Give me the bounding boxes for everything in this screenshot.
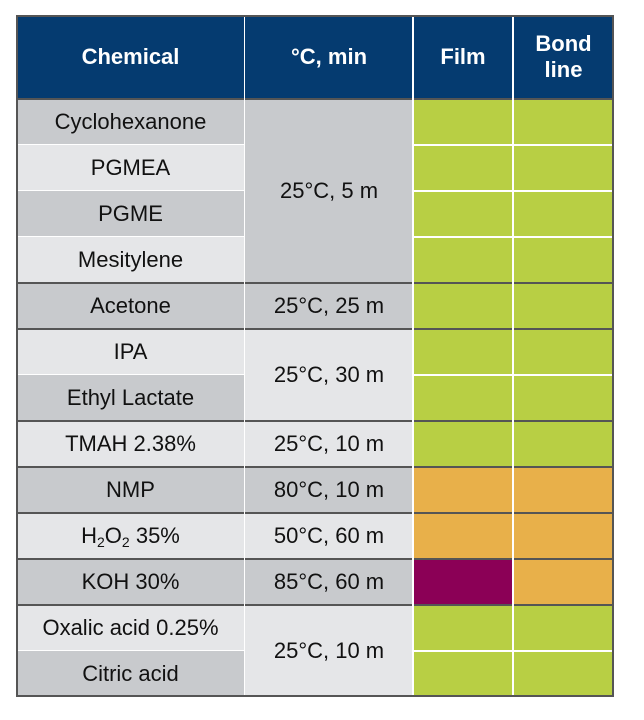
condition-cell: 25°C, 10 m <box>245 421 413 467</box>
row-divider <box>16 236 245 237</box>
bond-line-result-green <box>513 651 614 697</box>
row-divider <box>16 190 245 191</box>
film-result-green <box>413 145 513 191</box>
film-result-orange <box>413 467 513 513</box>
bond-line-result-green <box>513 375 614 421</box>
header-divider <box>16 98 614 100</box>
film-result-green <box>413 651 513 697</box>
row-divider <box>16 650 245 651</box>
bond-line-result-green <box>513 283 614 329</box>
condition-cell: 85°C, 60 m <box>245 559 413 605</box>
row-divider <box>16 604 614 606</box>
chemical-cell: KOH 30% <box>16 559 245 605</box>
chemical-cell: Oxalic acid 0.25% <box>16 605 245 651</box>
film-result-green <box>413 329 513 375</box>
chemical-cell: NMP <box>16 467 245 513</box>
condition-cell: 25°C, 5 m <box>245 99 413 283</box>
chemical-cell: H2O2 35%H2O2 35% <box>16 513 245 559</box>
condition-cell: 25°C, 10 m <box>245 605 413 697</box>
bond-line-result-green <box>513 191 614 237</box>
chemical-cell: TMAH 2.38% <box>16 421 245 467</box>
chemical-cell: Acetone <box>16 283 245 329</box>
row-divider <box>16 328 614 330</box>
bond-line-result-green <box>513 145 614 191</box>
header-condition: °C, min <box>245 15 413 99</box>
film-result-green <box>413 375 513 421</box>
header-chemical: Chemical <box>16 15 245 99</box>
bond-line-result-orange <box>513 559 614 605</box>
condition-cell: 80°C, 10 m <box>245 467 413 513</box>
row-divider <box>16 144 245 145</box>
film-result-green <box>413 99 513 145</box>
chemical-cell: Mesitylene <box>16 237 245 283</box>
film-result-green <box>413 605 513 651</box>
chemical-cell: Ethyl Lactate <box>16 375 245 421</box>
chemical-cell: IPA <box>16 329 245 375</box>
header-film: Film <box>413 15 513 99</box>
chemical-resistance-table: Chemical °C, min Film Bond line Cyclohexanon… <box>16 15 614 697</box>
row-divider <box>16 466 614 468</box>
row-divider <box>16 512 614 514</box>
column-divider <box>512 15 514 697</box>
column-divider <box>412 15 414 697</box>
condition-cell: 25°C, 25 m <box>245 283 413 329</box>
bond-line-result-green <box>513 605 614 651</box>
film-result-purple <box>413 559 513 605</box>
bond-line-result-green <box>513 237 614 283</box>
bond-line-result-green <box>513 421 614 467</box>
bond-line-result-green <box>513 329 614 375</box>
bond-line-result-orange <box>513 467 614 513</box>
chemical-cell: PGME <box>16 191 245 237</box>
row-divider <box>16 558 614 560</box>
bond-line-result-orange <box>513 513 614 559</box>
column-divider <box>244 15 245 697</box>
condition-cell: 50°C, 60 m <box>245 513 413 559</box>
chemical-cell: PGMEA <box>16 145 245 191</box>
bond-line-result-green <box>513 99 614 145</box>
film-result-orange <box>413 513 513 559</box>
film-result-green <box>413 191 513 237</box>
film-result-green <box>413 283 513 329</box>
header-bond-line: Bond line <box>513 15 614 99</box>
chemical-cell: Citric acid <box>16 651 245 697</box>
condition-cell: 25°C, 30 m <box>245 329 413 421</box>
row-divider <box>16 374 245 375</box>
chemical-cell: Cyclohexanone <box>16 99 245 145</box>
film-result-green <box>413 237 513 283</box>
film-result-green <box>413 421 513 467</box>
row-divider <box>16 282 614 284</box>
row-divider <box>16 420 614 422</box>
